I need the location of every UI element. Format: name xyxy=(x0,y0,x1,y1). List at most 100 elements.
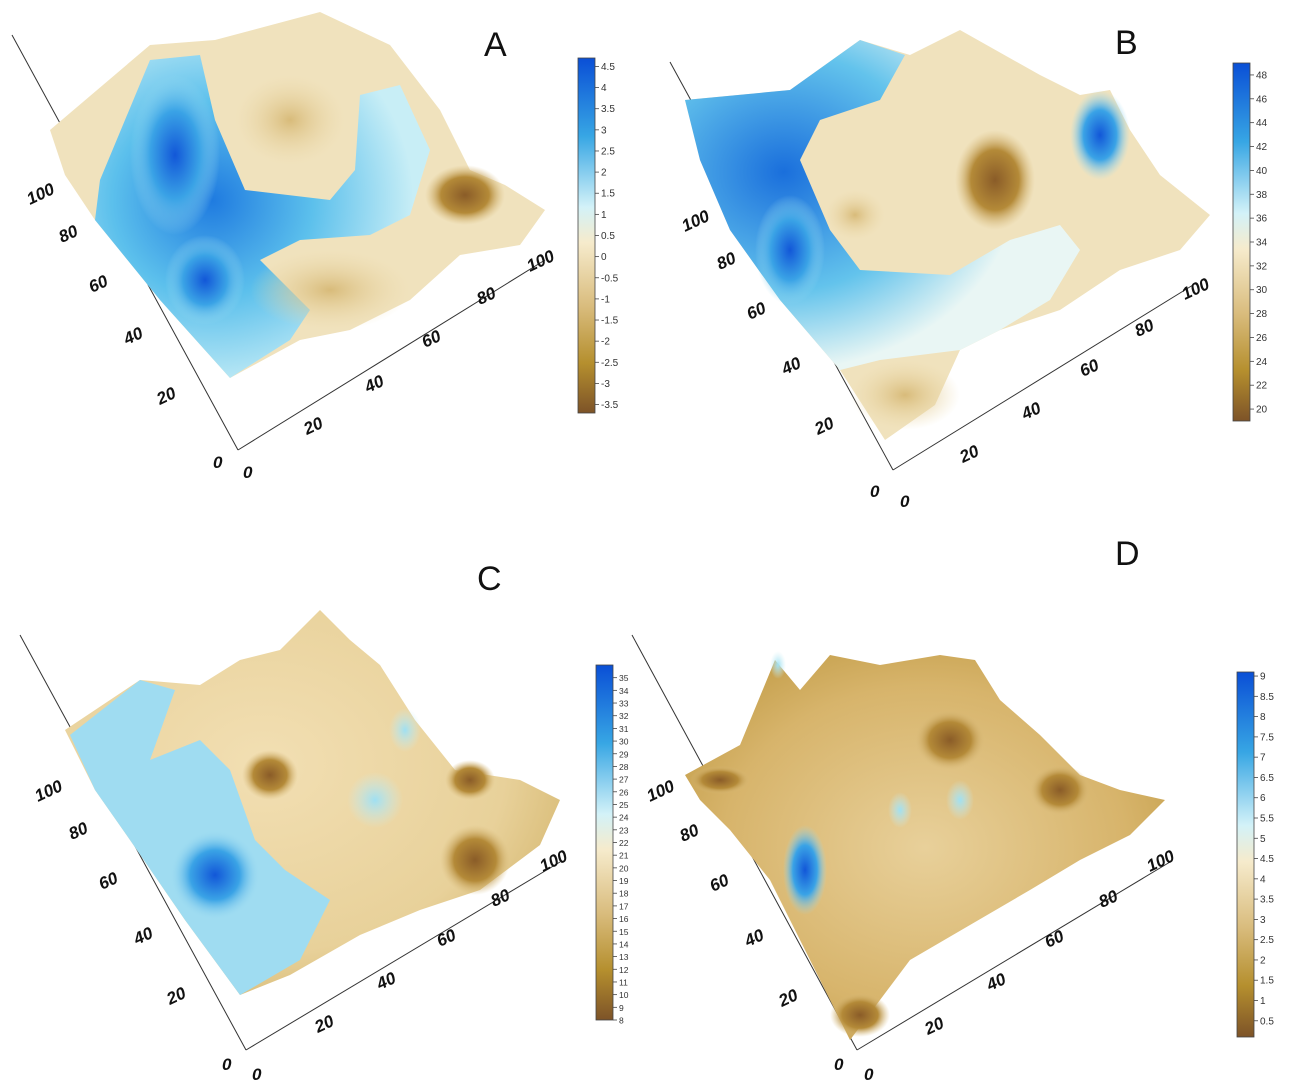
panel-label: D xyxy=(1115,535,1140,573)
colorbar-tick-label: 2.5 xyxy=(601,146,615,157)
colorbar-tick-label: -1 xyxy=(601,294,610,305)
x-tick-label: 20 xyxy=(921,1013,948,1039)
y-tick-label: 20 xyxy=(811,413,838,439)
surface-a-spot xyxy=(425,165,505,225)
y-tick-label: 60 xyxy=(744,298,770,323)
colorbar-tick-label: 11 xyxy=(619,977,628,987)
x-tick-label: 80 xyxy=(474,283,500,308)
colorbar-tick-label: 18 xyxy=(619,889,629,899)
colorbar-tick-label: 36 xyxy=(1256,214,1268,225)
colorbar-d: 9 8.5 8 7.5 7 6.5 6 5.5 5 4.5 4 3.5 3 2.5 2 1.5 1 0.5 xyxy=(1236,672,1274,1038)
x-axis-line xyxy=(856,861,1171,1051)
y-tick-label: 80 xyxy=(56,221,82,246)
colorbar-tick-label: 3 xyxy=(601,125,607,136)
colorbar-tick-label: 24 xyxy=(619,813,629,823)
surface-d-spot xyxy=(1030,765,1090,815)
x-tick-label: 60 xyxy=(1042,926,1068,951)
colorbar-tick-label: 26 xyxy=(619,787,629,797)
x-tick-label: 20 xyxy=(956,441,983,467)
colorbar-tick-label: 2 xyxy=(601,168,607,179)
colorbar-tick-label: 2.5 xyxy=(1260,935,1274,946)
colorbar-tick-label: 4 xyxy=(1260,874,1266,885)
y-tick-label: 80 xyxy=(677,820,703,845)
panel-label: B xyxy=(1115,24,1138,62)
colorbar-tick-label: 8 xyxy=(1260,712,1266,723)
colorbar-tick-label: 24 xyxy=(1256,357,1268,368)
panel-label: C xyxy=(477,560,502,598)
x-axis-line xyxy=(892,284,1194,471)
y-tick-label: 0 xyxy=(834,1055,844,1074)
colorbar-tick-label: 9 xyxy=(1260,672,1266,683)
colorbar-a: 4.5 4 3.5 3 2.5 2 1.5 1 0.5 0 -0.5 -1 -1.5 -2 -2.5 -3 -3… xyxy=(577,57,619,414)
colorbar-tick-label: -2.5 xyxy=(601,358,619,369)
x-tick-label: 20 xyxy=(300,413,327,439)
surface-d-spot xyxy=(888,792,912,828)
colorbar-tick-label: 33 xyxy=(619,699,629,709)
surface-a-spot xyxy=(165,235,245,325)
colorbar-gradient xyxy=(595,664,614,1021)
colorbar-tick-label: 28 xyxy=(619,762,629,772)
y-tick-label: 60 xyxy=(707,870,733,895)
y-tick-label: 100 xyxy=(24,179,58,208)
x-tick-label: 40 xyxy=(1018,398,1045,424)
surface-b-spot xyxy=(955,130,1035,230)
x-tick-label: 100 xyxy=(1179,274,1213,303)
surface-b-spot xyxy=(755,195,825,305)
colorbar-tick-label: 35 xyxy=(619,673,629,683)
colorbar-tick-label: 1.5 xyxy=(1260,976,1274,987)
y-tick-label: 0 xyxy=(222,1055,232,1074)
colorbar-gradient xyxy=(577,57,596,414)
colorbar-tick-label: 48 xyxy=(1256,70,1268,81)
surface-d xyxy=(685,655,1165,1040)
colorbar-tick-label: 9 xyxy=(619,1003,624,1013)
panel-a: 100 80 60 40 20 0 0 20 40 60 80 100 A 4.… xyxy=(11,12,619,482)
colorbar-tick-label: -1.5 xyxy=(601,316,619,327)
colorbar-tick-label: 30 xyxy=(619,737,629,747)
colorbar-tick-label: 10 xyxy=(619,990,629,1000)
surface-d-spot xyxy=(690,766,750,794)
y-tick-label: 40 xyxy=(120,323,147,349)
colorbar-tick-label: 1 xyxy=(1260,996,1266,1007)
colorbar-tick-label: 0.5 xyxy=(1260,1016,1274,1027)
x-tick-label: 40 xyxy=(983,969,1010,995)
colorbar-tick-label: 1 xyxy=(601,210,607,221)
y-tick-label: 40 xyxy=(130,923,157,949)
y-tick-label: 40 xyxy=(778,353,805,379)
surface-d-spot xyxy=(946,780,974,820)
colorbar-tick-label: 15 xyxy=(619,927,629,937)
x-tick-label: 100 xyxy=(537,846,571,875)
y-tick-label: 20 xyxy=(153,383,180,409)
surface-b-spot xyxy=(1070,90,1130,180)
colorbar-tick-label: 28 xyxy=(1256,309,1268,320)
y-tick-label: 80 xyxy=(66,818,92,843)
surface-b-spot xyxy=(825,190,885,240)
colorbar-tick-label: 8 xyxy=(619,1016,624,1026)
colorbar-tick-label: 26 xyxy=(1256,333,1268,344)
colorbar-tick-label: 3.5 xyxy=(1260,895,1274,906)
y-tick-label: 100 xyxy=(679,206,713,235)
y-tick-label: 0 xyxy=(870,482,880,501)
colorbar-tick-label: 22 xyxy=(1256,381,1268,392)
colorbar-tick-label: 4 xyxy=(601,83,607,94)
colorbar-c: 35 34 33 32 31 30 29 28 27 26 25 24 23 22 21 20 19 18 17 16… xyxy=(595,664,629,1026)
colorbar-tick-label: 29 xyxy=(619,749,629,759)
surface-d-spot xyxy=(915,710,985,770)
surface-c-spot xyxy=(170,830,260,920)
colorbar-tick-label: 4.5 xyxy=(601,62,615,73)
colorbar-tick-label: 6.5 xyxy=(1260,773,1274,784)
colorbar-tick-label: 1.5 xyxy=(601,189,615,200)
y-tick-label: 0 xyxy=(213,453,223,472)
x-axis-line xyxy=(245,861,561,1051)
surface-b-spot xyxy=(850,360,960,430)
colorbar-b: 48 46 44 42 40 38 36 34 32 30 28 26 24 22 20 xyxy=(1232,62,1268,422)
surface-c-spot xyxy=(445,760,495,800)
colorbar-tick-label: 0 xyxy=(601,252,607,263)
colorbar-tick-label: -3 xyxy=(601,379,610,390)
y-tick-label: 40 xyxy=(741,925,768,951)
colorbar-tick-label: 44 xyxy=(1256,118,1268,129)
x-tick-label: 60 xyxy=(434,925,460,950)
x-tick-label: 80 xyxy=(1132,315,1158,340)
colorbar-tick-label: 46 xyxy=(1256,94,1268,105)
surface-a-spot xyxy=(250,250,410,330)
